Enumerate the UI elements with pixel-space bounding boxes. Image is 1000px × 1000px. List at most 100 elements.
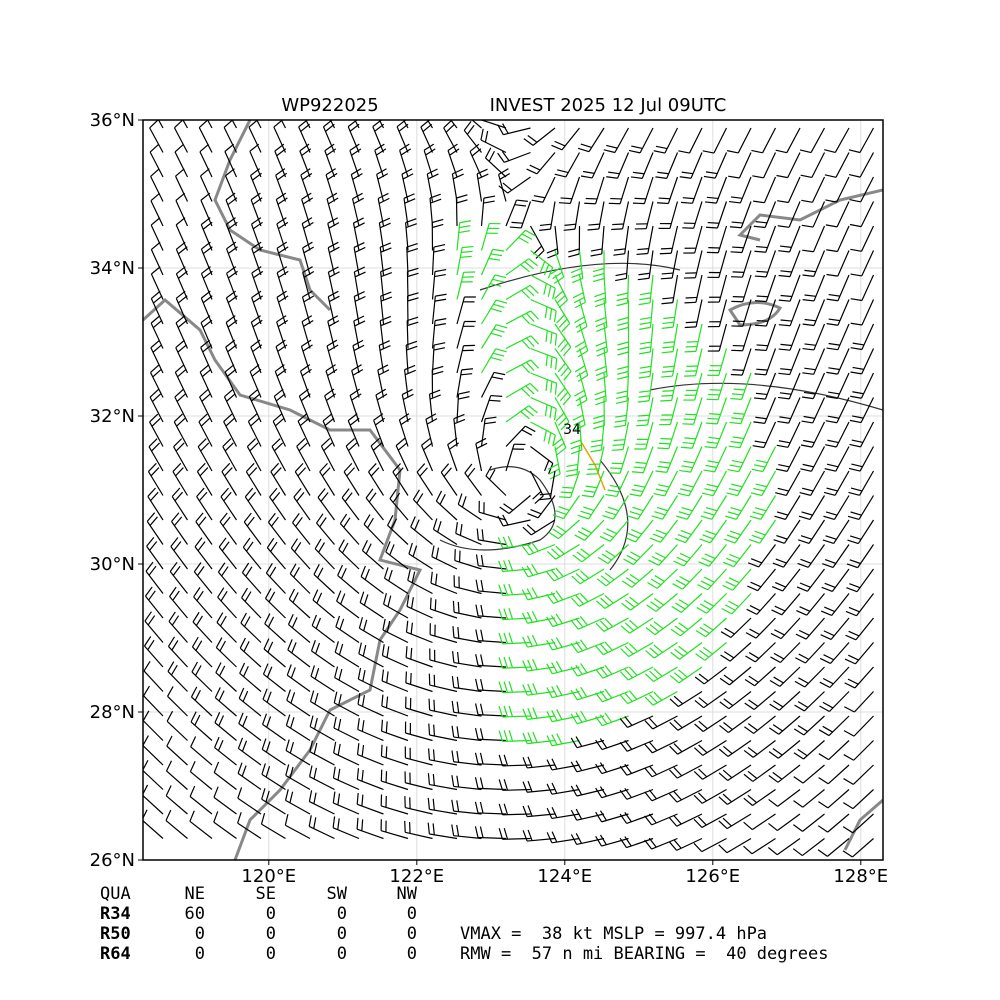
- barb-feather: [435, 573, 438, 586]
- barb-feather: [508, 705, 514, 717]
- barb-feather: [217, 739, 224, 751]
- wind-barb: [798, 495, 826, 520]
- barb-feather: [793, 728, 805, 736]
- barb-feather: [528, 258, 538, 267]
- wind-barb: [795, 617, 825, 640]
- barb-feather: [595, 370, 607, 377]
- barb-feather: [172, 590, 180, 601]
- barb-feather: [754, 300, 767, 303]
- barb-feather: [451, 799, 455, 812]
- barb-feather: [756, 295, 769, 298]
- barb-feather: [525, 361, 535, 372]
- barb-feather: [648, 559, 660, 566]
- wind-barb: [435, 490, 458, 521]
- wind-barb: [143, 685, 164, 717]
- wind-barb: [770, 617, 801, 640]
- wind-barb: [799, 127, 826, 154]
- wind-barb: [143, 809, 164, 839]
- barb-feather: [376, 168, 387, 175]
- wind-barb: [521, 563, 556, 578]
- barb-feather: [645, 627, 656, 636]
- barb-feather: [480, 654, 484, 666]
- barb-feather: [411, 571, 416, 583]
- barb-feather: [818, 777, 829, 785]
- barb-feather: [539, 493, 552, 496]
- barb-feather: [416, 493, 424, 504]
- barb-feather: [198, 491, 208, 502]
- barb-shaft: [174, 175, 189, 202]
- barb-feather: [194, 665, 202, 676]
- barb-feather: [503, 779, 509, 791]
- wind-barb: [471, 120, 482, 129]
- barb-feather: [456, 824, 460, 837]
- barb-feather: [527, 756, 533, 768]
- barb-feather: [725, 581, 737, 588]
- barb-feather: [226, 266, 237, 274]
- barb-feather: [599, 535, 611, 542]
- wind-barb: [595, 688, 629, 703]
- wind-barb: [801, 397, 826, 424]
- wind-barb: [333, 741, 360, 766]
- barb-feather: [479, 752, 484, 765]
- barb-feather: [392, 492, 401, 503]
- wind-barb: [554, 348, 572, 381]
- barb-feather: [777, 200, 789, 204]
- barb-feather: [722, 793, 732, 803]
- barb-feather: [604, 712, 613, 723]
- wind-barb: [848, 446, 875, 472]
- barb-feather: [363, 594, 369, 606]
- barb-feather: [223, 120, 234, 128]
- barb-feather: [649, 694, 658, 704]
- barb-feather: [357, 667, 362, 680]
- barb-feather: [844, 658, 856, 665]
- barb-feather: [825, 224, 838, 228]
- wind-barb: [405, 671, 433, 693]
- barb-feather: [646, 604, 657, 612]
- barb-feather: [748, 652, 760, 659]
- barb-feather: [798, 629, 810, 636]
- barb-feather: [508, 583, 514, 595]
- wind-barb: [149, 413, 164, 447]
- barb-feather: [671, 605, 682, 613]
- barb-feather: [276, 148, 287, 157]
- barb-feather: [404, 364, 416, 371]
- wind-barb: [698, 544, 727, 567]
- barb-feather: [217, 587, 225, 598]
- title-left: WP922025: [281, 95, 378, 116]
- barb-feather: [755, 392, 768, 396]
- wind-barb: [795, 642, 825, 664]
- wind-barb: [505, 199, 528, 227]
- barb-feather: [250, 315, 261, 323]
- wind-barb: [298, 388, 311, 423]
- wind-barb: [684, 274, 703, 304]
- wind-barb: [770, 642, 801, 664]
- wind-barb: [668, 837, 703, 851]
- barb-feather: [429, 389, 441, 395]
- barb-feather: [447, 143, 458, 151]
- barb-feather: [583, 490, 596, 493]
- wind-barb: [425, 413, 438, 447]
- wind-barb: [267, 512, 286, 545]
- barb-feather: [721, 607, 733, 615]
- barb-feather: [521, 612, 529, 624]
- wind-barb: [326, 192, 339, 227]
- barb-feather: [699, 538, 711, 544]
- wind-barb: [778, 299, 801, 327]
- barb-feather: [845, 610, 857, 617]
- barb-feather: [223, 413, 233, 423]
- wind-barb: [273, 120, 287, 153]
- barb-feather: [575, 394, 586, 402]
- wind-barb: [726, 470, 752, 497]
- barb-feather: [639, 292, 652, 296]
- wind-barb: [526, 152, 556, 175]
- wind-barb: [846, 568, 874, 593]
- barb-feather: [596, 326, 608, 333]
- wind-barb: [147, 462, 164, 496]
- barb-feather: [194, 689, 201, 701]
- barb-feather: [602, 532, 614, 539]
- barb-feather: [526, 337, 535, 347]
- barb-shaft: [149, 127, 164, 153]
- barb-feather: [694, 699, 705, 709]
- wind-barb: [655, 446, 679, 473]
- barb-feather: [332, 766, 336, 779]
